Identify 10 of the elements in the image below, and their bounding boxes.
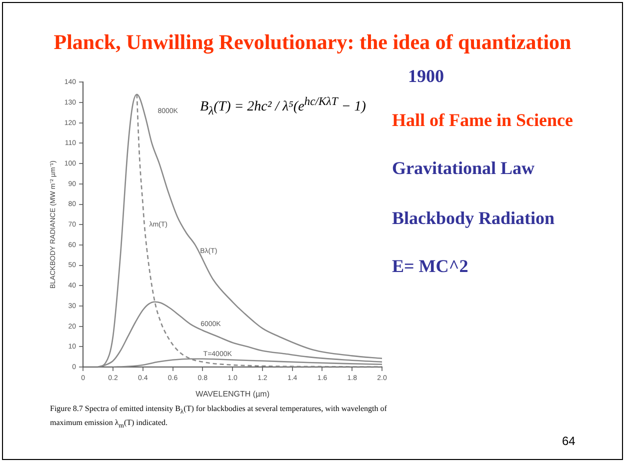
- text: 64: [562, 434, 576, 448]
- text: Figure 8.7 Spectra of emitted intensity B$_{λ}$(T) for blackbodies at several temperatures, with wavelength of maximum emission λ$_{m}$(T) indicated.: [50, 404, 387, 430]
- text: 1900: [408, 66, 444, 87]
- text: Gravitational Law: [392, 158, 534, 179]
- chart-title: Planck, Unwilling Revolutionary: the idea of quantization: [52, 30, 572, 55]
- text: E= MC^2: [392, 256, 468, 277]
- annotation: B$_{λ}$(T) = 2hc² / λ⁵(e$^{hc/KλT}$ − 1): [200, 95, 366, 118]
- text: Blackbody Radiation: [392, 208, 555, 229]
- text: Hall of Fame in Science: [392, 110, 573, 131]
- x-axis-title: WAVELENGTH (µm): [196, 389, 270, 398]
